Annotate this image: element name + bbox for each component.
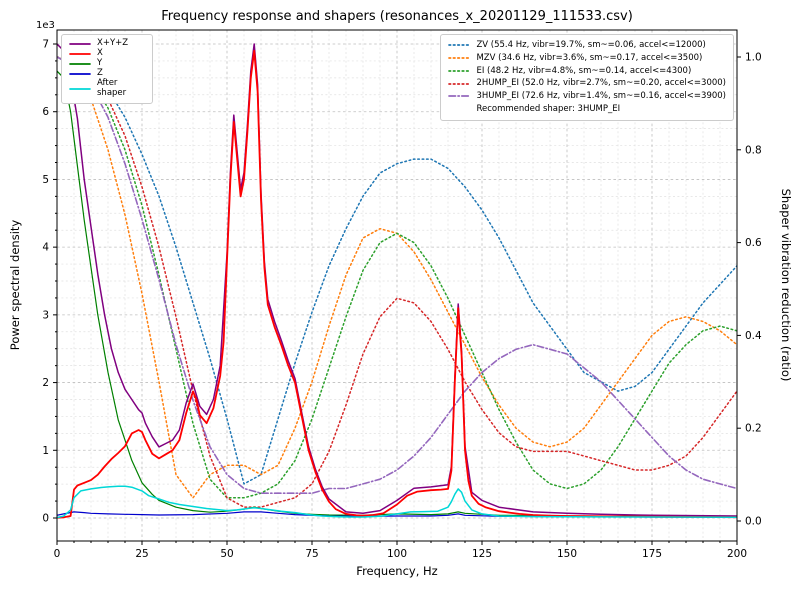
left-y-axis-label: Power spectral density [8, 219, 22, 351]
psd-legend-item: X+Y+Z [69, 38, 145, 49]
shaper-legend-label: ZV (55.4 Hz, vibr=19.7%, sm~=0.06, accel… [476, 40, 706, 50]
series-3hump-ei [57, 56, 737, 494]
svg-text:0.4: 0.4 [745, 330, 762, 342]
chart-title: Frequency response and shapers (resonanc… [161, 9, 633, 24]
svg-text:0: 0 [54, 548, 61, 560]
shaper-legend-swatch-line [448, 95, 471, 98]
x-axis-label: Frequency, Hz [356, 564, 438, 578]
shaper-legend-item: 2HUMP_EI (52.0 Hz, vibr=2.7%, sm~=0.20, … [448, 77, 726, 90]
svg-text:150: 150 [557, 548, 577, 560]
psd-legend-item: X [69, 48, 145, 59]
shaper-legend-swatch-line [448, 70, 471, 72]
shaper-legend-item: MZV (34.6 Hz, vibr=3.6%, sm~=0.17, accel… [448, 52, 726, 65]
series-z [57, 511, 737, 518]
shaper-legend-item: EI (48.2 Hz, vibr=4.8%, sm~=0.14, accel<… [448, 65, 726, 78]
psd-legend-swatch-line [69, 63, 91, 65]
svg-text:7: 7 [42, 39, 49, 51]
shaper-legend-swatch-line [448, 44, 471, 47]
svg-text:200: 200 [727, 548, 747, 560]
svg-text:1.0: 1.0 [745, 52, 762, 64]
svg-text:0: 0 [42, 513, 49, 525]
svg-text:1: 1 [42, 445, 49, 457]
svg-text:3: 3 [42, 309, 49, 321]
shaper-legend: ZV (55.4 Hz, vibr=19.7%, sm~=0.06, accel… [440, 34, 734, 121]
shaper-legend-label: MZV (34.6 Hz, vibr=3.6%, sm~=0.17, accel… [476, 52, 703, 63]
svg-text:2: 2 [42, 377, 49, 389]
shaper-legend-label: EI (48.2 Hz, vibr=4.8%, sm~=0.14, accel<… [476, 65, 692, 76]
psd-legend-label: Z [97, 68, 103, 79]
svg-text:100: 100 [387, 548, 407, 560]
shaper-legend-label: 3HUMP_EI (72.6 Hz, vibr=1.4%, sm~=0.16, … [476, 91, 726, 101]
svg-text:6: 6 [42, 106, 49, 118]
series-x [57, 49, 737, 519]
psd-legend-swatch-line [69, 73, 91, 75]
psd-legend-item: Y [69, 58, 145, 69]
psd-legend-label: Y [97, 58, 103, 69]
psd-legend-label: X [97, 48, 103, 59]
svg-text:0.8: 0.8 [745, 144, 762, 156]
svg-text:75: 75 [305, 548, 318, 560]
shaper-legend-label: 2HUMP_EI (52.0 Hz, vibr=2.7%, sm~=0.20, … [476, 78, 726, 89]
psd-legend-swatch-line [69, 43, 91, 45]
shaper-legend-swatch-line [448, 82, 471, 85]
psd-legend-item: After shaper [69, 78, 145, 99]
y-axis-offset-text: 1e3 [36, 20, 55, 31]
recommended-shaper-note: Recommended shaper: 3HUMP_EI [476, 103, 621, 114]
psd-legend-item: Z [69, 68, 145, 79]
series-after-shaper [57, 485, 737, 519]
svg-text:50: 50 [220, 548, 233, 560]
psd-legend-swatch-line [69, 87, 91, 90]
svg-text:0.0: 0.0 [745, 516, 762, 528]
series-2hump-ei [57, 56, 737, 508]
shaper-legend-swatch-line [448, 57, 471, 59]
svg-text:175: 175 [642, 548, 662, 560]
psd-legend-swatch-line [69, 53, 91, 55]
psd-legend: X+Y+Z X Y Z After shaper [61, 34, 153, 104]
svg-text:4: 4 [42, 242, 49, 254]
right-y-axis-label: Shaper vibration reduction (ratio) [779, 188, 793, 382]
svg-text:5: 5 [42, 174, 49, 186]
shaper-legend-item: ZV (55.4 Hz, vibr=19.7%, sm~=0.06, accel… [448, 39, 726, 52]
psd-legend-rows: X+Y+Z X Y Z After shaper [69, 38, 145, 99]
series-zv [57, 56, 737, 485]
svg-text:0.2: 0.2 [745, 423, 762, 435]
svg-text:125: 125 [472, 548, 492, 560]
shaper-legend-item: 3HUMP_EI (72.6 Hz, vibr=1.4%, sm~=0.16, … [448, 90, 726, 103]
psd-legend-label: X+Y+Z [97, 38, 129, 49]
svg-text:0.6: 0.6 [745, 237, 762, 249]
ticks [53, 43, 741, 545]
psd-legend-label: After shaper [97, 78, 127, 98]
shaper-legend-rows: ZV (55.4 Hz, vibr=19.7%, sm~=0.06, accel… [448, 39, 726, 103]
svg-text:25: 25 [135, 548, 148, 560]
